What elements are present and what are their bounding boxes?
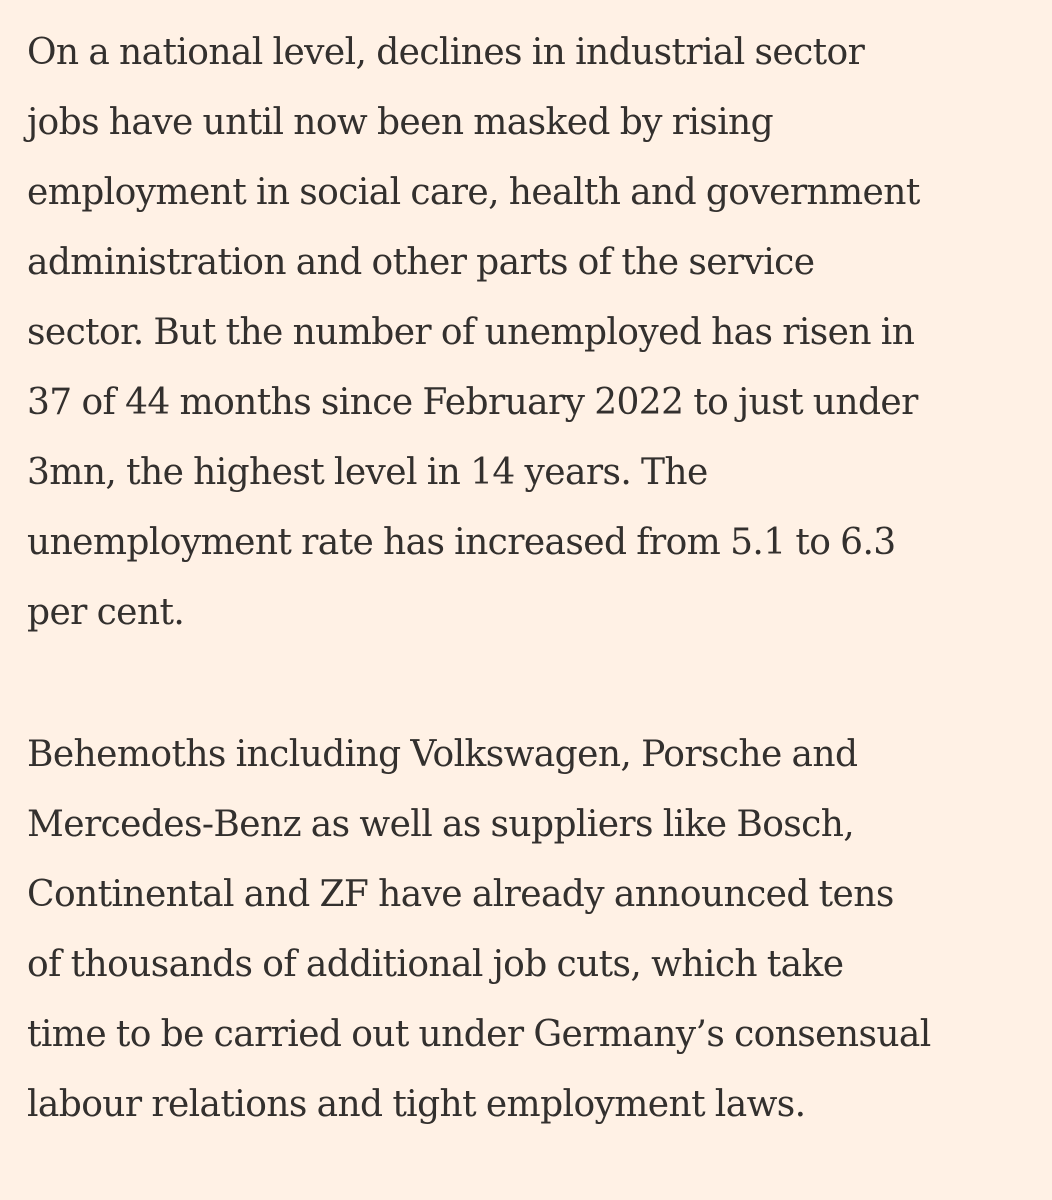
- text-line: sector. But the number of unemployed has…: [27, 312, 915, 353]
- text-line: employment in social care, health and go…: [27, 172, 920, 213]
- text-line: 37 of 44 months since February 2022 to j…: [27, 382, 918, 423]
- text-line: jobs have until now been masked by risin…: [27, 102, 774, 143]
- text-line: time to be carried out under Germany’s c…: [27, 1014, 931, 1055]
- paragraph-job-cuts: Behemoths including Volkswagen, Porsche …: [27, 720, 1037, 1140]
- text-line: administration and other parts of the se…: [27, 242, 815, 283]
- text-line: Behemoths including Volkswagen, Porsche …: [27, 734, 858, 775]
- text-line: labour relations and tight employment la…: [27, 1084, 806, 1125]
- text-line: per cent.: [27, 592, 185, 633]
- text-line: On a national level, declines in industr…: [27, 32, 865, 73]
- text-line: 3mn, the highest level in 14 years. The: [27, 452, 708, 493]
- text-line: Mercedes-Benz as well as suppliers like …: [27, 804, 855, 845]
- text-line: of thousands of additional job cuts, whi…: [27, 944, 844, 985]
- article-body: On a national level, declines in industr…: [27, 18, 1037, 1140]
- text-line: unemployment rate has increased from 5.1…: [27, 522, 896, 563]
- text-line: Continental and ZF have already announce…: [27, 874, 894, 915]
- paragraph-unemployment: On a national level, declines in industr…: [27, 18, 1037, 648]
- paragraph-spacer: [27, 648, 1037, 720]
